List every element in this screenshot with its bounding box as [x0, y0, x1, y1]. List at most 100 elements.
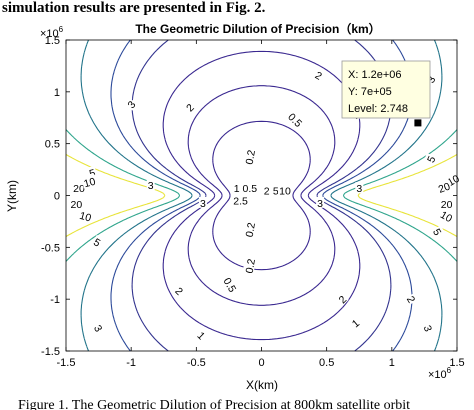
contour-label-bg: [284, 108, 307, 131]
contour-level-3: [110, 39, 413, 352]
contour-label-text: 3: [421, 324, 434, 334]
contour-label-text: 10: [279, 185, 291, 197]
contour-label: 0.2: [242, 255, 258, 277]
contour-label: 1: [232, 182, 241, 195]
contour-label-bg: [335, 292, 349, 306]
contour-label: 0.2: [242, 218, 258, 241]
contour-label-bg: [198, 196, 207, 208]
chart-title: The Geometric Dilution of Precision（km）: [135, 21, 380, 36]
contour-label-bg: [81, 174, 98, 189]
contour-label: 2.5: [230, 194, 251, 208]
contour-label: 0.5: [239, 182, 260, 195]
contour-label: 10: [278, 184, 292, 197]
contour-label-bg: [438, 207, 456, 225]
top-text: simulation results are presented in Fig.…: [2, 0, 266, 16]
contour-level-5: [80, 39, 443, 352]
figure-caption: Figure 1. The Geometric Dilution of Prec…: [18, 398, 410, 410]
contour-labels: 0.51235102030.20.51251032520103201053213…: [69, 68, 462, 343]
contour-label: 10: [77, 208, 94, 225]
contour-label-bg: [439, 197, 454, 209]
contour-label: 5: [430, 225, 445, 238]
axis-ticks: -1.5 -1 -0.5 0 0.5 1 1.5-1.5-1-0.500.511.5: [41, 35, 465, 369]
contour-label-text: 3: [91, 323, 104, 334]
contour-label: 3: [198, 196, 207, 210]
contour-level-10: [65, 129, 458, 262]
contour-label: 5: [271, 184, 280, 197]
x-tick-label: 0: [258, 357, 264, 369]
contour-label-text: 1: [234, 183, 240, 195]
contour-label-text: 5: [91, 236, 102, 249]
contour-label-text: 3: [317, 198, 323, 210]
contour-label-text: 10: [83, 176, 98, 191]
contour-label-text: 5: [425, 154, 438, 165]
contour-label: 20: [435, 179, 453, 196]
contour-label-text: 2: [313, 69, 324, 82]
contour-label-bg: [91, 234, 104, 249]
contour-label-bg: [423, 153, 438, 165]
contour-label-bg: [173, 283, 187, 298]
contour-label-bg: [242, 146, 257, 168]
datatip[interactable]: X: 1.2e+06 Y: 7e+05 Level: 2.748: [341, 60, 431, 127]
x-axis-label: X(km): [246, 378, 278, 392]
contour-label-bg: [69, 197, 84, 209]
x-tick-label: 1: [389, 357, 395, 369]
contour-label-text: 2: [264, 185, 270, 197]
contour-label-text: 3: [356, 183, 362, 195]
y-tick-label: 0: [54, 191, 60, 203]
contour-label: 10: [438, 207, 456, 225]
x-tick-label: -0.5: [187, 357, 206, 369]
y-tick-label: 1: [54, 87, 60, 99]
y-tick-label: -1: [50, 294, 60, 306]
contour-label-text: 3: [148, 180, 154, 192]
contour-label-text: 0.5: [242, 183, 257, 195]
contour-label-text: 3: [200, 198, 206, 210]
contour-label-bg: [230, 194, 251, 206]
contour-label: 3: [316, 196, 325, 210]
contour-label-text: 3: [425, 74, 438, 85]
contour-level-20: [65, 154, 458, 237]
datatip-box: [341, 60, 431, 119]
contour-label-text: 5: [88, 167, 97, 180]
contour-label: 3: [146, 179, 155, 192]
contour-level-0-5: [187, 85, 336, 306]
contour-label: 3: [421, 322, 436, 334]
x-exponent: ×106: [428, 366, 452, 381]
contour-label-bg: [77, 208, 94, 223]
contour-label-text: 5: [430, 227, 443, 238]
contour-label: 2: [404, 292, 419, 305]
y-tick-label: -1.5: [41, 346, 60, 358]
contour-lines: [65, 39, 458, 352]
x-tick-label: -1.5: [57, 357, 76, 369]
contour-label-bg: [146, 179, 155, 191]
contour-label: 20: [72, 182, 86, 195]
contour-label-bg: [92, 321, 106, 335]
y-exponent: ×106: [40, 25, 64, 40]
contour-label-bg: [271, 184, 280, 196]
contour-label-text: 0.2: [244, 221, 258, 238]
contour-label-bg: [435, 179, 453, 195]
datatip-level: Level: 2.748: [348, 103, 408, 115]
contour-level-2: [131, 39, 392, 352]
contour-label: 3: [355, 182, 364, 195]
contour-label-bg: [348, 315, 362, 330]
contour-label-bg: [72, 182, 86, 194]
contour-label: 20: [69, 197, 84, 211]
contour-label-bg: [124, 97, 138, 111]
datatip-x: X: 1.2e+06: [348, 69, 402, 81]
contour-label-bg: [232, 182, 241, 194]
contour-label: 5: [423, 153, 439, 165]
contour-label: 2: [262, 184, 271, 197]
contour-label-text: 10: [438, 209, 454, 225]
contour-label-bg: [242, 255, 257, 277]
contour-label: 5: [91, 234, 104, 250]
contour-label: 3: [91, 321, 106, 335]
contour-label-bg: [422, 322, 436, 334]
y-axis-label: Y(km): [5, 180, 19, 212]
y-tick-label: 1.5: [45, 35, 60, 47]
contour-label: 2: [313, 68, 326, 83]
y-tick-label: 0.5: [45, 139, 60, 151]
x-tick-label: 1.5: [449, 357, 464, 369]
x-tick-label: 0.5: [319, 357, 334, 369]
contour-label-text: 0.2: [244, 149, 258, 166]
